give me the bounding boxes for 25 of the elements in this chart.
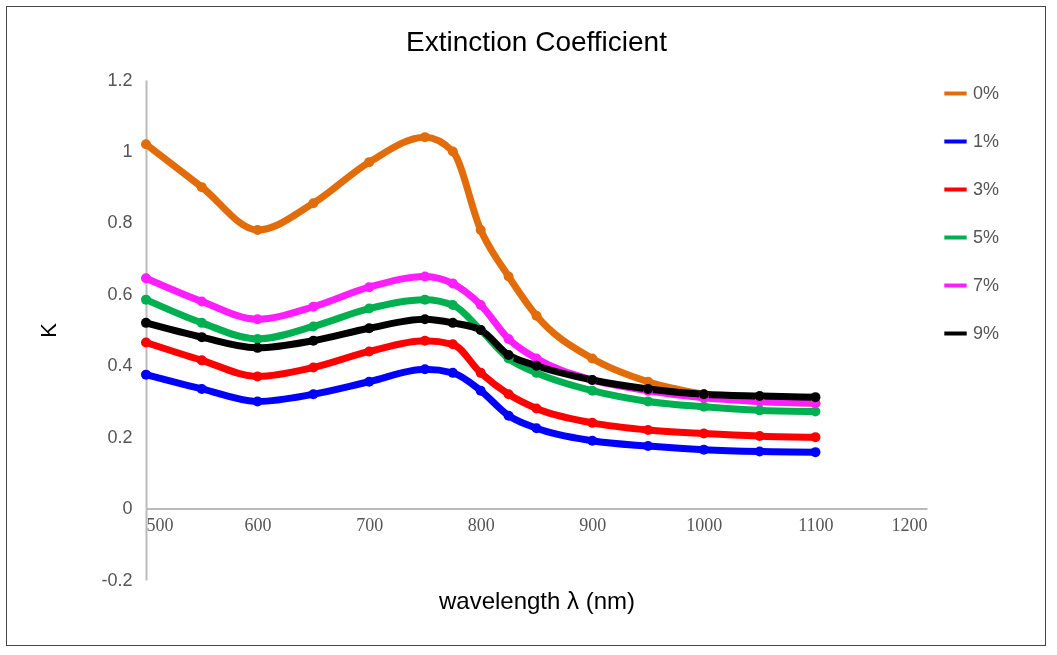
legend-label: 9%: [973, 322, 1000, 343]
y-tick-label: 0.2: [107, 426, 133, 447]
legend-label: 7%: [973, 274, 1000, 295]
y-tick-label: -0.2: [101, 569, 133, 590]
x-tick-label: 500: [146, 515, 174, 536]
y-tick-label: 1.2: [107, 69, 133, 90]
legend-label: 5%: [973, 226, 1000, 247]
y-tick-label: 0.8: [107, 212, 133, 233]
legend-label: 0%: [973, 82, 1000, 103]
x-tick-label: 900: [579, 515, 607, 536]
x-tick-label: 1000: [686, 515, 723, 536]
y-axis-title: K: [36, 322, 62, 338]
x-tick-label: 700: [356, 515, 384, 536]
legend-label: 3%: [973, 178, 1000, 199]
y-tick-label: 0.6: [107, 283, 133, 304]
y-tick-label: 0.4: [107, 355, 133, 376]
y-tick-label: 0: [122, 498, 133, 519]
chart-title: Extinction Coefficient: [406, 26, 668, 57]
x-tick-label: 600: [244, 515, 272, 536]
x-tick-label: 1100: [798, 515, 834, 536]
y-tick-label: 1: [122, 140, 133, 161]
x-axis-title: wavelength λ (nm): [437, 587, 636, 615]
legend-label: 1%: [973, 130, 1000, 151]
x-tick-label: 800: [467, 515, 495, 536]
x-tick-label: 1200: [891, 515, 928, 536]
